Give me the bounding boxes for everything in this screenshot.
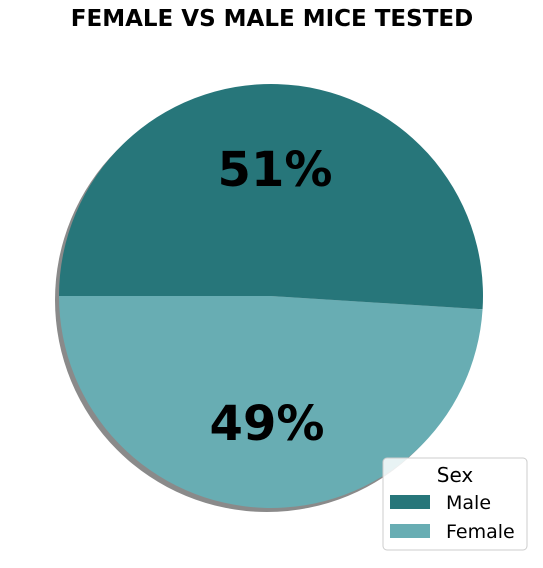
- slice-label-male: 51%: [218, 142, 333, 198]
- legend-label-male: Male: [446, 492, 491, 514]
- legend-label-female: Female: [446, 521, 515, 543]
- legend-swatch-female: [390, 524, 430, 538]
- pie-slices: [58, 83, 484, 508]
- chart-title: FEMALE VS MALE MICE TESTED: [71, 6, 473, 32]
- pie-slice-female: [59, 296, 483, 508]
- legend-swatch-male: [390, 495, 430, 509]
- slice-label-female: 49%: [210, 396, 325, 452]
- pie-slice-male: [58, 83, 484, 310]
- legend: Sex Male Female: [382, 457, 528, 551]
- legend-title: Sex: [437, 463, 474, 487]
